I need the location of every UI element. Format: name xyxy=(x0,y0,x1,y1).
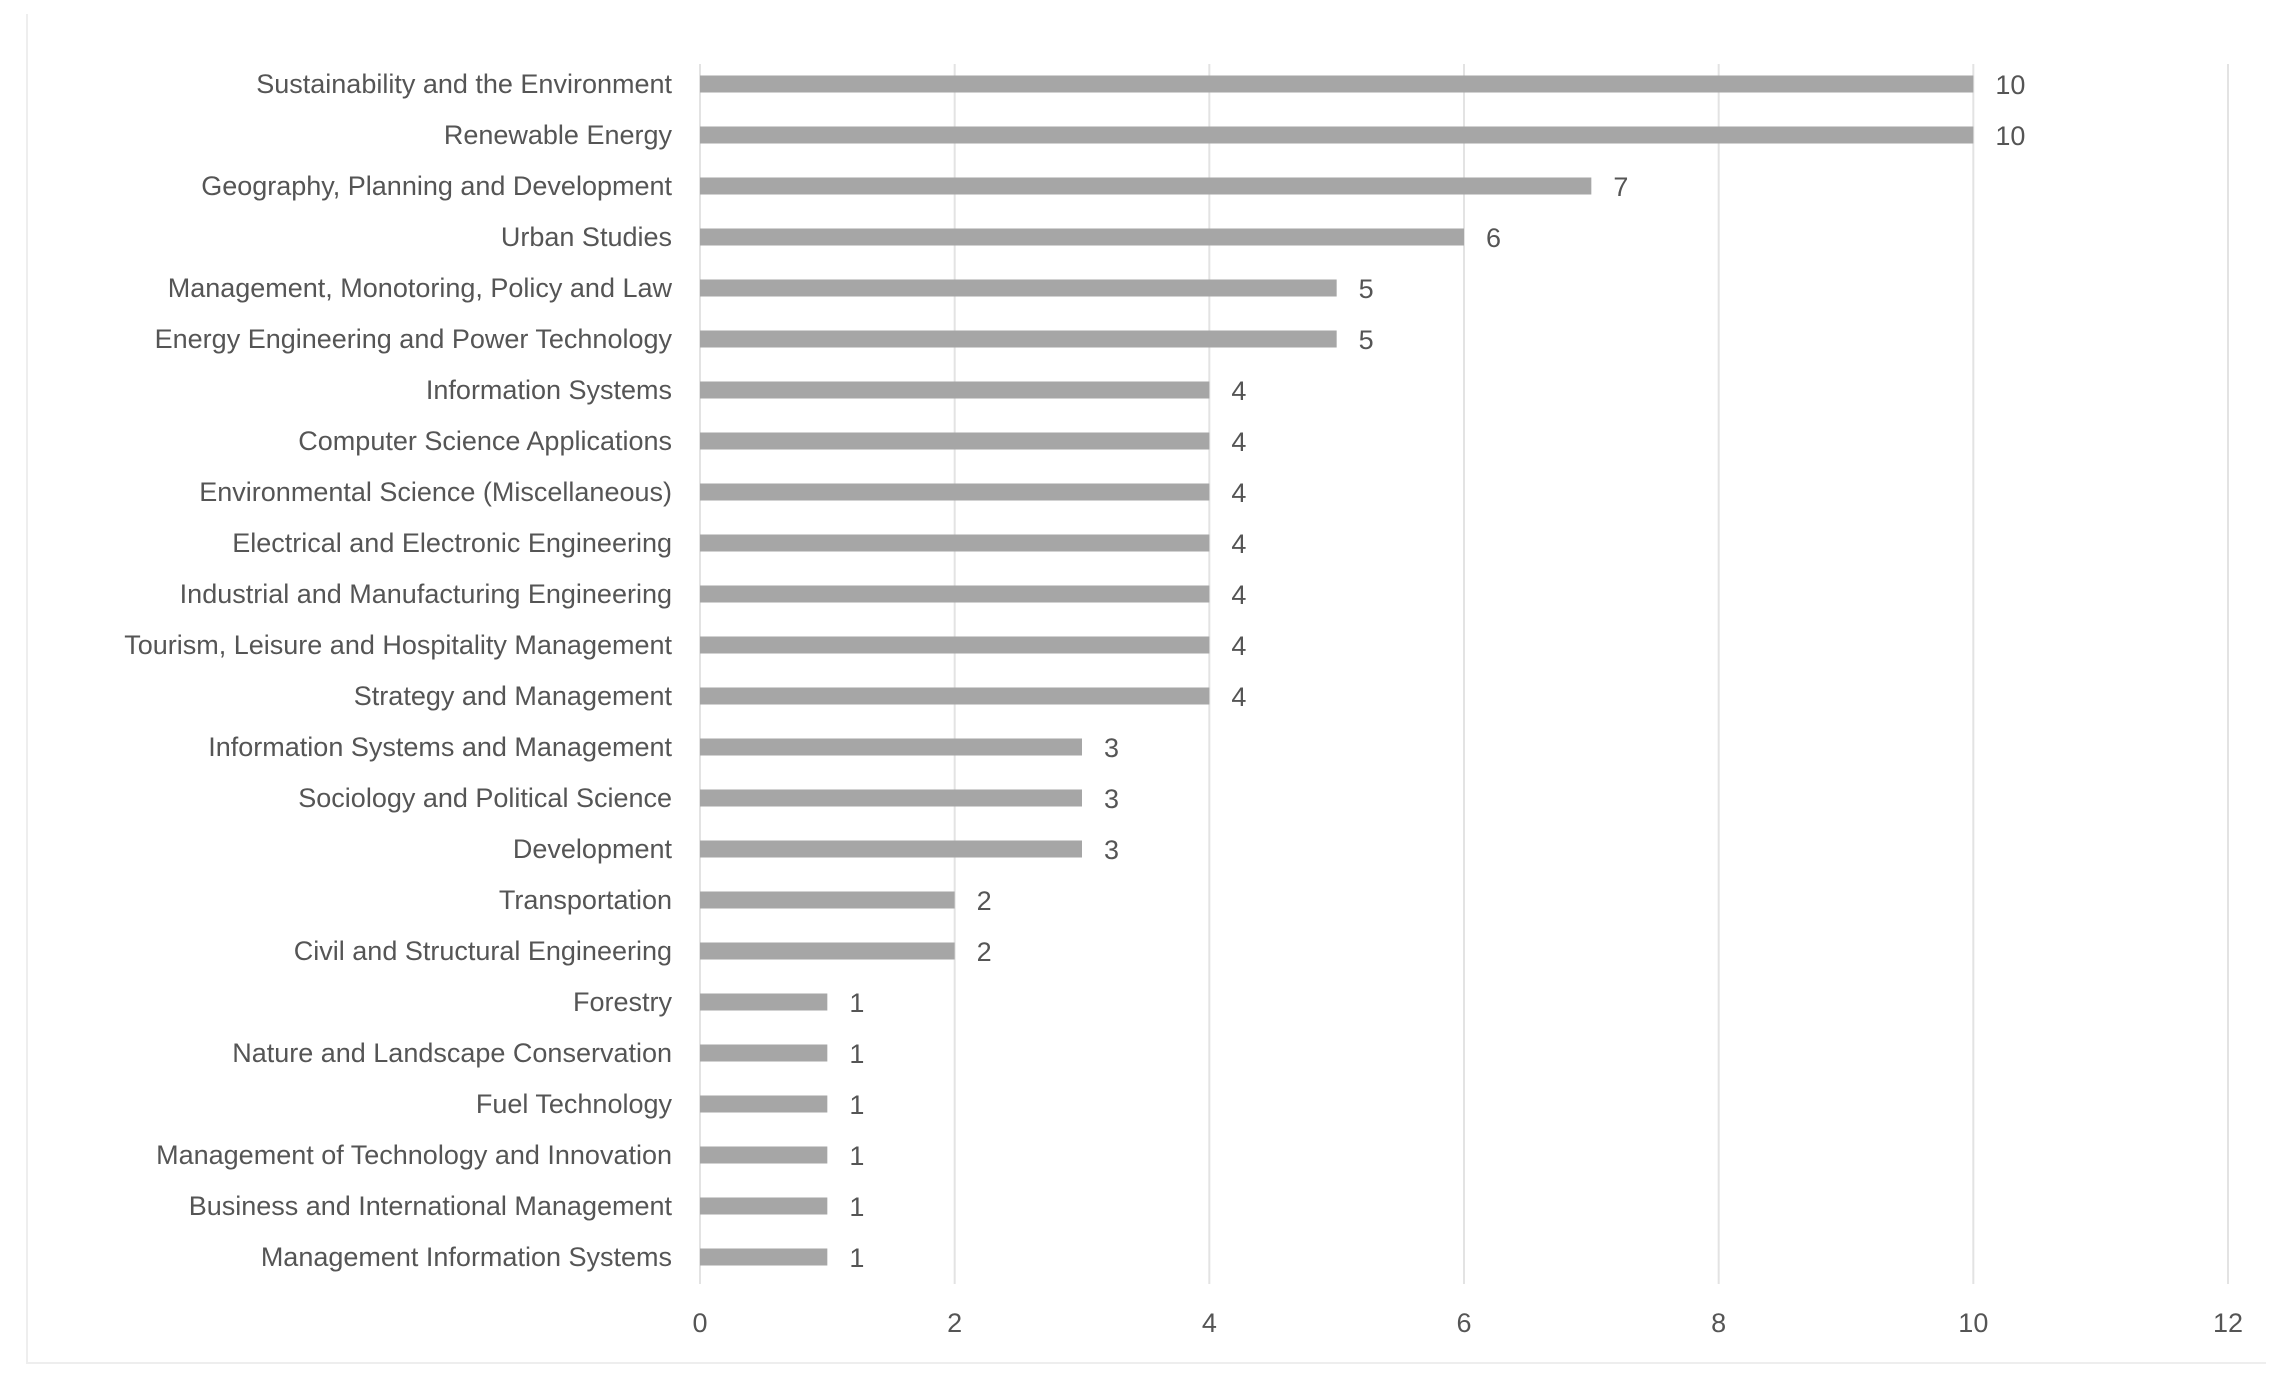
bar xyxy=(700,1248,828,1266)
bar xyxy=(700,891,955,909)
data-label: 1 xyxy=(849,1192,864,1222)
data-label: 4 xyxy=(1231,682,1246,712)
data-label: 1 xyxy=(849,1243,864,1273)
category-label: Geography, Planning and Development xyxy=(201,171,672,201)
category-label: Information Systems and Management xyxy=(208,732,672,762)
data-label: 4 xyxy=(1231,580,1246,610)
category-label: Environmental Science (Miscellaneous) xyxy=(199,477,672,507)
bar xyxy=(700,1095,828,1113)
data-label: 6 xyxy=(1486,223,1501,253)
category-label: Strategy and Management xyxy=(354,681,673,711)
data-label: 4 xyxy=(1231,478,1246,508)
bar xyxy=(700,483,1210,501)
bar xyxy=(700,75,1974,93)
bar xyxy=(700,942,955,960)
bar xyxy=(700,534,1210,552)
category-label: Transportation xyxy=(499,885,672,915)
data-label: 2 xyxy=(977,937,992,967)
category-labels: Sustainability and the Environment Renewa… xyxy=(124,69,672,1272)
category-label: Management of Technology and Innovation xyxy=(156,1140,672,1170)
bar xyxy=(700,177,1592,195)
bar-chart: Sustainability and the Environment Renewa… xyxy=(124,64,2243,1338)
data-label: 7 xyxy=(1613,172,1628,202)
bar xyxy=(700,993,828,1011)
bar xyxy=(700,381,1210,399)
category-label: Development xyxy=(513,834,673,864)
category-label: Computer Science Applications xyxy=(298,426,672,456)
data-label: 5 xyxy=(1359,325,1374,355)
x-tick-label: 4 xyxy=(1202,1308,1217,1338)
data-label: 1 xyxy=(849,988,864,1018)
data-label: 10 xyxy=(1995,121,2025,151)
category-label: Sustainability and the Environment xyxy=(256,69,672,99)
data-label: 1 xyxy=(849,1090,864,1120)
data-label: 4 xyxy=(1231,529,1246,559)
x-axis-tick-labels: 0 2 4 6 8 10 12 xyxy=(692,1308,2243,1338)
value-labels: 10 10 7 6 5 5 4 4 4 4 4 4 4 3 3 3 2 2 1 1 1 1 1 1 xyxy=(849,70,2025,1273)
bars xyxy=(700,75,1974,1266)
data-label: 4 xyxy=(1231,631,1246,661)
category-label: Business and International Management xyxy=(189,1191,673,1221)
bar xyxy=(700,789,1082,807)
category-label: Information Systems xyxy=(426,375,672,405)
category-label: Sociology and Political Science xyxy=(298,783,672,813)
bar xyxy=(700,279,1337,297)
data-label: 1 xyxy=(849,1039,864,1069)
category-label: Nature and Landscape Conservation xyxy=(232,1038,672,1068)
x-tick-label: 8 xyxy=(1711,1308,1726,1338)
category-label: Urban Studies xyxy=(501,222,672,252)
bar xyxy=(700,330,1337,348)
data-label: 2 xyxy=(977,886,992,916)
chart-frame: Sustainability and the Environment Renewa… xyxy=(26,14,2266,1364)
data-label: 3 xyxy=(1104,835,1119,865)
category-label: Forestry xyxy=(573,987,673,1017)
x-tick-label: 10 xyxy=(1958,1308,1988,1338)
x-tick-label: 12 xyxy=(2213,1308,2243,1338)
category-label: Electrical and Electronic Engineering xyxy=(232,528,672,558)
data-label: 10 xyxy=(1995,70,2025,100)
bar xyxy=(700,432,1210,450)
data-label: 3 xyxy=(1104,784,1119,814)
category-label: Renewable Energy xyxy=(444,120,673,150)
bar xyxy=(700,228,1464,246)
bar xyxy=(700,126,1974,144)
data-label: 4 xyxy=(1231,376,1246,406)
data-label: 1 xyxy=(849,1141,864,1171)
bar xyxy=(700,840,1082,858)
bar xyxy=(700,636,1210,654)
category-label: Civil and Structural Engineering xyxy=(294,936,672,966)
category-label: Energy Engineering and Power Technology xyxy=(155,324,673,354)
data-label: 4 xyxy=(1231,427,1246,457)
bar xyxy=(700,1044,828,1062)
bar xyxy=(700,585,1210,603)
bar xyxy=(700,738,1082,756)
data-label: 3 xyxy=(1104,733,1119,763)
category-label: Management, Monotoring, Policy and Law xyxy=(168,273,673,303)
x-tick-label: 6 xyxy=(1456,1308,1471,1338)
bar xyxy=(700,687,1210,705)
category-label: Tourism, Leisure and Hospitality Managem… xyxy=(124,630,672,660)
x-tick-label: 0 xyxy=(692,1308,707,1338)
x-tick-label: 2 xyxy=(947,1308,962,1338)
grid-lines xyxy=(699,64,2229,1284)
category-label: Fuel Technology xyxy=(476,1089,673,1119)
category-label: Management Information Systems xyxy=(261,1242,672,1272)
bar xyxy=(700,1197,828,1215)
data-label: 5 xyxy=(1359,274,1374,304)
bar xyxy=(700,1146,828,1164)
category-label: Industrial and Manufacturing Engineering xyxy=(180,579,672,609)
